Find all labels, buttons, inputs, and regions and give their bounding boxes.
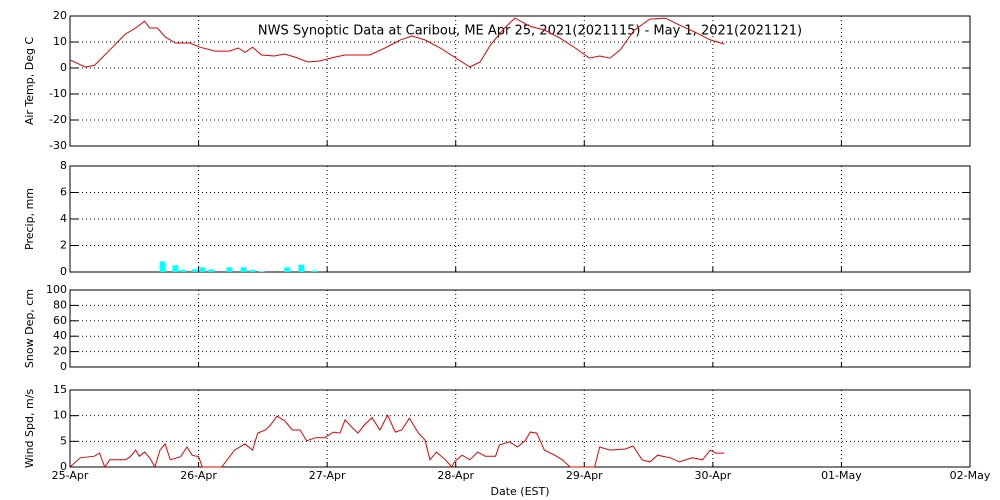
data-line — [69, 414, 725, 469]
bar — [199, 267, 206, 272]
y-axis-label: Wind Spd, m/s — [23, 389, 36, 469]
x-tick-label: 28-Apr — [437, 469, 474, 482]
y-tick-label: 60 — [53, 314, 67, 327]
bar — [258, 271, 265, 272]
y-tick-label: 5 — [60, 434, 67, 447]
y-tick-label: -20 — [49, 113, 67, 126]
y-tick-label: 20 — [53, 9, 67, 22]
y-axis-label: Precip, mm — [23, 188, 36, 250]
bar — [240, 267, 247, 272]
y-tick-label: 4 — [60, 212, 67, 225]
chart-title: NWS Synoptic Data at Caribou, ME Apr 25,… — [258, 24, 802, 39]
y-tick-label: 20 — [53, 345, 67, 358]
x-tick-label: 02-May — [950, 469, 991, 482]
bar — [298, 264, 305, 272]
bar — [249, 270, 256, 272]
bar — [159, 261, 166, 272]
data-line — [69, 17, 725, 68]
y-axis-label: Air Temp, Deg C — [23, 37, 36, 126]
y-tick-label: 15 — [53, 383, 67, 396]
bar — [311, 270, 318, 272]
plot-frame — [69, 289, 971, 368]
y-tick-label: 0 — [60, 61, 67, 74]
plot-frame — [69, 389, 971, 468]
y-tick-label: 40 — [53, 329, 67, 342]
y-axis-label: Snow Dep, cm — [23, 289, 36, 368]
x-tick-label: 29-Apr — [566, 469, 603, 482]
y-tick-label: 0 — [60, 265, 67, 278]
bar — [226, 267, 233, 272]
y-tick-label: 8 — [60, 159, 67, 172]
y-tick-label: -30 — [49, 139, 67, 152]
x-tick-label: 01-May — [821, 469, 862, 482]
bar — [208, 269, 215, 272]
x-tick-label: 27-Apr — [309, 469, 346, 482]
y-tick-label: -10 — [49, 87, 67, 100]
y-tick-label: 10 — [53, 409, 67, 422]
bar — [191, 269, 198, 272]
y-tick-label: 2 — [60, 239, 67, 252]
bar — [180, 270, 187, 272]
x-tick-label: 25-Apr — [52, 469, 89, 482]
x-tick-label: 26-Apr — [180, 469, 217, 482]
plot-frame — [69, 15, 971, 147]
y-tick-label: 10 — [53, 35, 67, 48]
y-tick-label: 0 — [60, 460, 67, 473]
y-tick-label: 6 — [60, 186, 67, 199]
bar — [172, 265, 179, 272]
x-tick-label: 30-Apr — [694, 469, 731, 482]
y-tick-label: 0 — [60, 360, 67, 373]
plot-frame — [69, 165, 971, 273]
y-tick-label: 80 — [53, 298, 67, 311]
bar — [284, 267, 291, 272]
y-tick-label: 100 — [46, 283, 67, 296]
x-axis-label: Date (EST) — [490, 485, 549, 498]
